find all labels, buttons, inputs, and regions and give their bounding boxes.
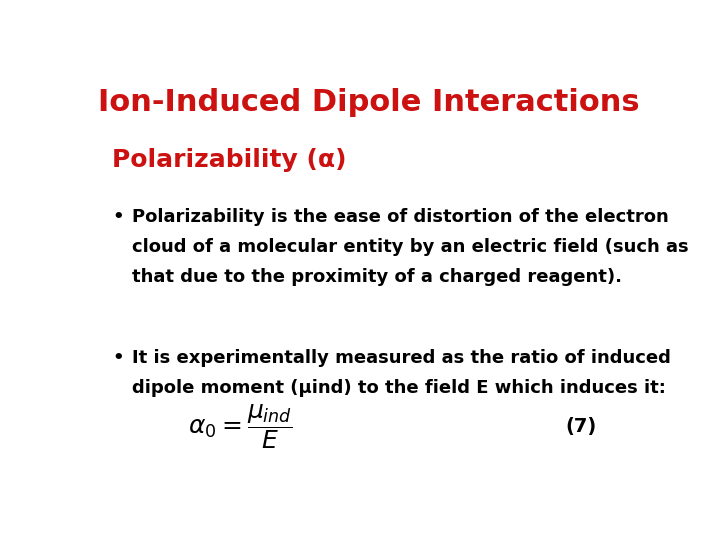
Text: dipole moment (μind) to the field E which induces it:: dipole moment (μind) to the field E whic… [132, 379, 666, 397]
Text: Ion-Induced Dipole Interactions: Ion-Induced Dipole Interactions [98, 87, 640, 117]
Text: $\alpha_0 = \dfrac{\mu_{ind}}{E}$: $\alpha_0 = \dfrac{\mu_{ind}}{E}$ [189, 402, 293, 451]
Text: It is experimentally measured as the ratio of induced: It is experimentally measured as the rat… [132, 349, 671, 367]
Text: that due to the proximity of a charged reagent).: that due to the proximity of a charged r… [132, 268, 622, 286]
Text: (7): (7) [565, 417, 597, 436]
Text: •: • [112, 208, 124, 226]
Text: Polarizability is the ease of distortion of the electron: Polarizability is the ease of distortion… [132, 208, 669, 226]
Text: cloud of a molecular entity by an electric field (such as: cloud of a molecular entity by an electr… [132, 238, 688, 256]
Text: •: • [112, 349, 124, 367]
Text: Polarizability (α): Polarizability (α) [112, 148, 347, 172]
